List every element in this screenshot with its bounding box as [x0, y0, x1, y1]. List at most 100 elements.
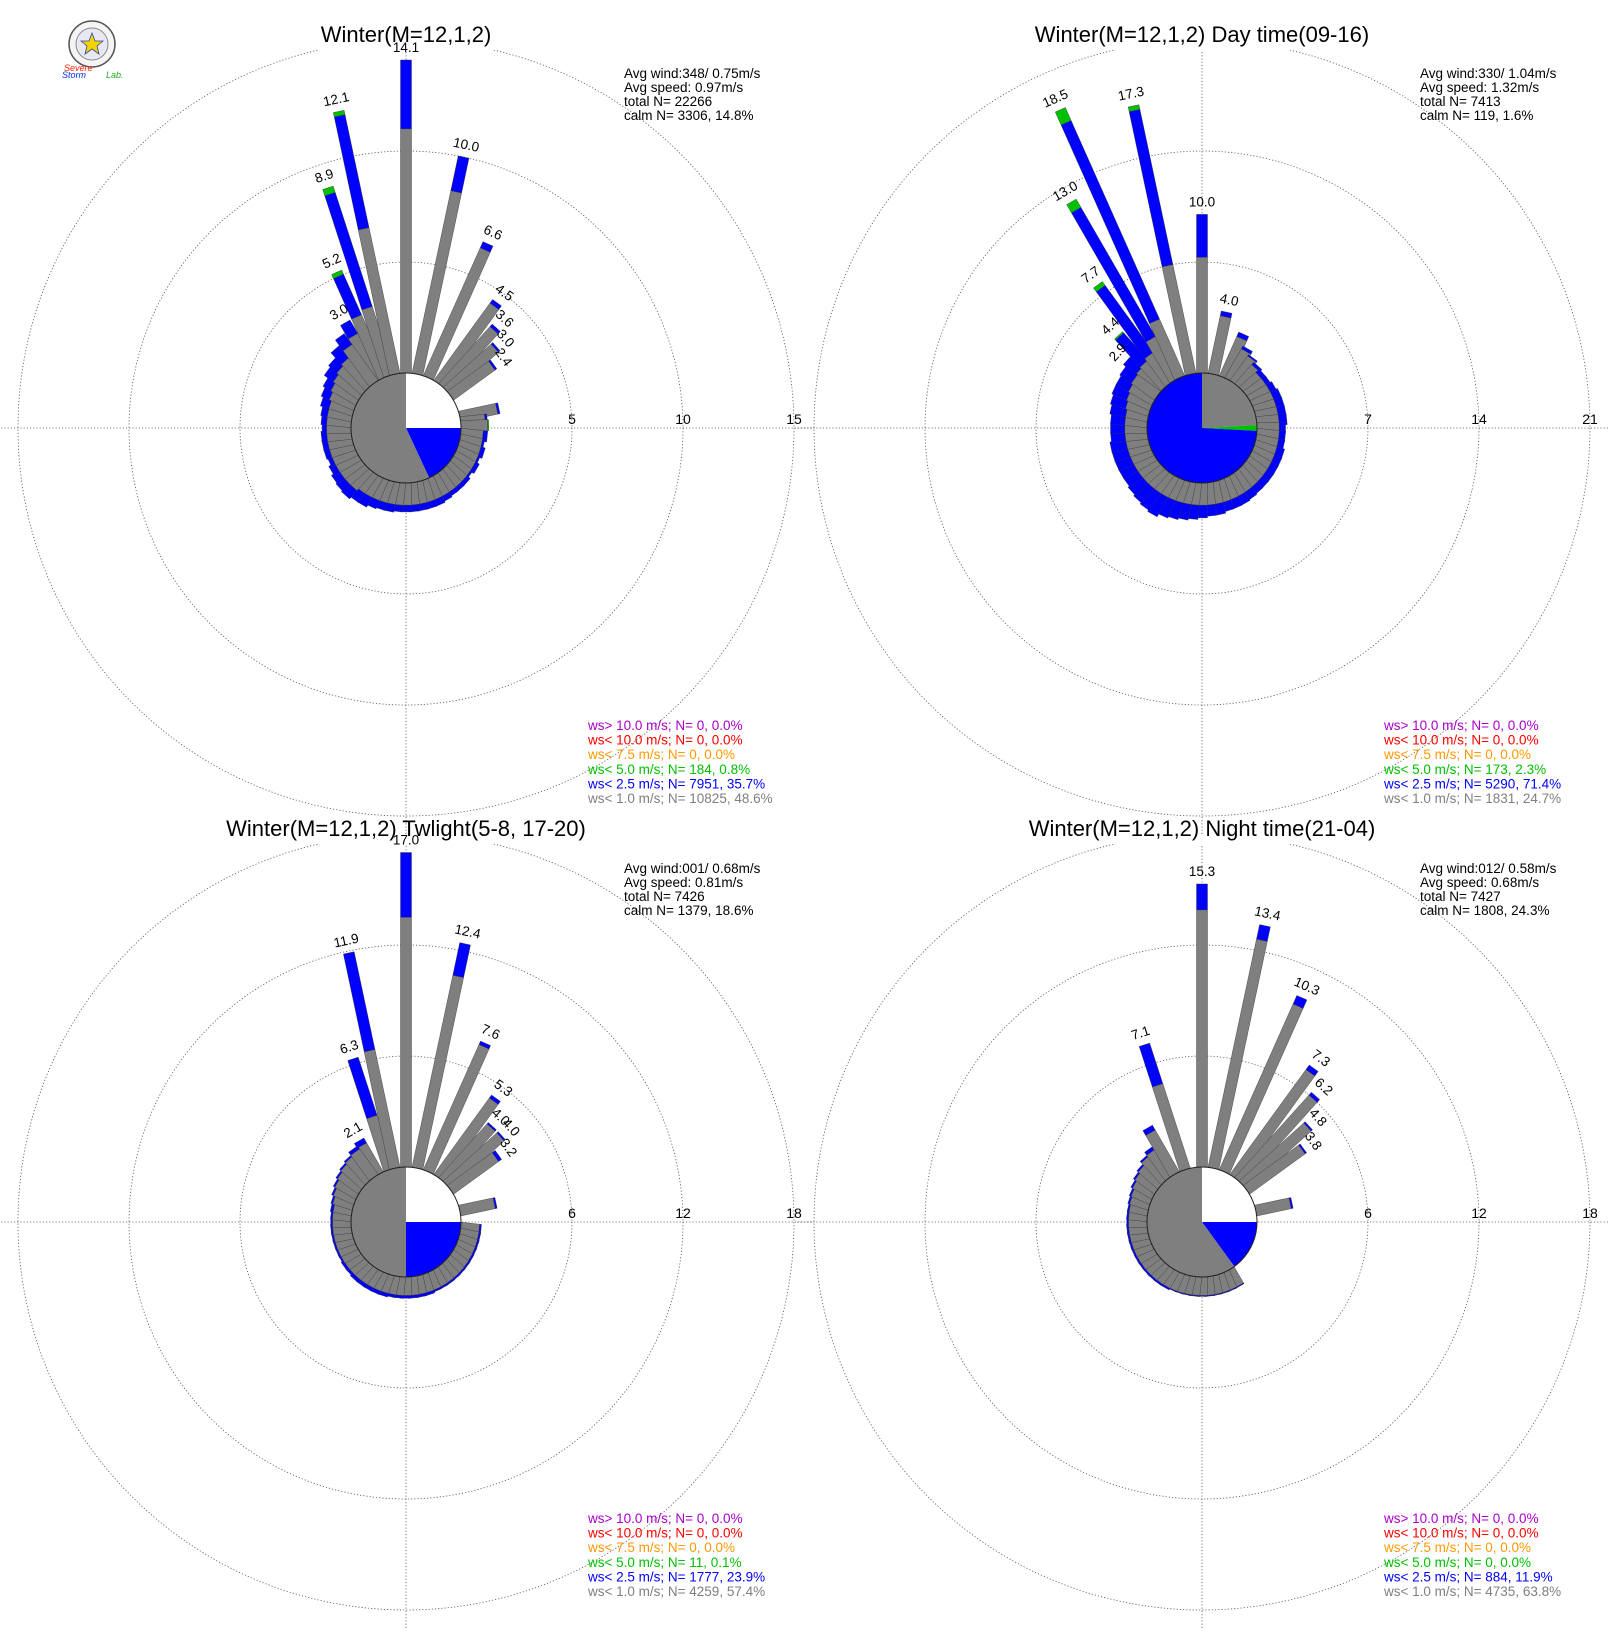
bar-lt2-5-78 — [495, 402, 501, 415]
calm-sector-1 — [406, 373, 461, 428]
stats-line-1: Avg wind:001/ 0.68m/s — [624, 861, 761, 876]
stats-line-3: total N= 7426 — [624, 889, 705, 904]
calm-circle — [350, 372, 462, 484]
bar-lt2-5-78 — [492, 1197, 498, 1209]
bar-lt2-5-36 — [1305, 1064, 1319, 1077]
rose-bars — [1055, 104, 1288, 521]
bar-lt2-5-306 — [1119, 365, 1138, 384]
bar-lt1-0 — [400, 128, 412, 374]
ring-label-2: 12 — [675, 1205, 691, 1221]
bar-value-label: 7.7 — [1079, 263, 1103, 286]
legend-lt10: ws< 10.0 m/s; N= 0, 0.0% — [1383, 1526, 1539, 1541]
legend-gt10: ws> 10.0 m/s; N= 0, 0.0% — [1383, 1511, 1539, 1526]
bar-lt2-5-0 — [400, 852, 412, 918]
bar-lt2-5-348 — [1128, 109, 1174, 268]
legend-lt7-5: ws< 7.5 m/s; N= 0, 0.0% — [587, 1540, 735, 1555]
calm-outline — [350, 1166, 462, 1278]
ring-label-2: 12 — [1471, 1205, 1487, 1221]
bar-value-label: 7.1 — [1129, 1023, 1151, 1043]
bar-lt2-5-0 — [1196, 883, 1208, 911]
bar-lt2-5-24 — [479, 241, 494, 253]
calm-sector-3 — [351, 373, 430, 484]
legend-lt7-5: ws< 7.5 m/s; N= 0, 0.0% — [1383, 747, 1531, 762]
bar-lt2-5-24 — [1292, 995, 1308, 1009]
calm-outline — [1146, 1166, 1258, 1278]
bar-value-label: 11.9 — [332, 931, 360, 951]
stats-line-3: total N= 22266 — [624, 94, 712, 109]
legend-lt7-5: ws< 7.5 m/s; N= 0, 0.0% — [1383, 1540, 1531, 1555]
legend-gt10: ws> 10.0 m/s; N= 0, 0.0% — [587, 718, 743, 733]
logo-text-lab: Lab. — [106, 70, 124, 80]
bar-lt2-5-0 — [1196, 214, 1208, 258]
bar-value-label: 6.3 — [338, 1037, 360, 1057]
bar-lt2-5-348 — [343, 951, 376, 1052]
legend-gt10: ws> 10.0 m/s; N= 0, 0.0% — [587, 1511, 743, 1526]
bar-lt5-342 — [322, 185, 336, 197]
bar-lt2-5-342 — [347, 1056, 378, 1119]
bar-lt2-5-36 — [489, 1094, 501, 1105]
ring-label-3: 18 — [1582, 1205, 1598, 1221]
legend-lt2-5: ws< 2.5 m/s; N= 1777, 23.9% — [587, 1569, 765, 1584]
calm-sector-3 — [351, 1167, 406, 1277]
ring-label-1: 6 — [568, 1205, 576, 1221]
windrose-panel-1: 5 10 153.05.28.912.114.110.06.64.53.63.02.… — [0, 22, 812, 836]
ring-label-3: 15 — [786, 411, 802, 427]
bar-value-label: 6.6 — [481, 222, 504, 243]
calm-circle — [350, 1166, 462, 1278]
calm-sector-2 — [406, 428, 461, 478]
panel-title: Winter(M=12,1,2) Night time(21-04) — [1029, 816, 1376, 841]
stats-line-2: Avg speed: 0.81m/s — [624, 875, 743, 890]
bar-value-label: 6.2 — [1312, 1075, 1336, 1099]
bar-lt5-348 — [333, 110, 346, 118]
bar-lt2-5-54 — [1298, 1143, 1307, 1155]
stats-line-2: Avg speed: 0.97m/s — [624, 80, 743, 95]
ring-label-2: 14 — [1471, 411, 1487, 427]
legend-lt5: ws< 5.0 m/s; N= 184, 0.8% — [587, 762, 750, 777]
bar-lt2-5-30 — [1241, 345, 1253, 355]
grid-ring-3 — [17, 50, 795, 817]
bar-lt2-5-78 — [1288, 1197, 1294, 1209]
windrose-panel-4: 6 12 187.115.313.410.37.36.24.83.8Winter(M… — [796, 816, 1608, 1630]
windrose-panel-3: 6 12 182.16.311.917.012.47.65.34.04.03.2Wi… — [0, 816, 812, 1630]
stats-line-4: calm N= 1808, 24.3% — [1420, 903, 1549, 918]
legend-lt5: ws< 5.0 m/s; N= 11, 0.1% — [587, 1555, 742, 1570]
windrose-panel-2: 7 14 212.94.47.713.018.5 17.310.04.0Winter(… — [796, 22, 1608, 836]
legend-lt10: ws< 10.0 m/s; N= 0, 0.0% — [587, 1526, 743, 1541]
legend-lt2-5: ws< 2.5 m/s; N= 884, 11.9% — [1383, 1569, 1553, 1584]
calm-sector-2 — [1202, 425, 1257, 431]
bar-lt2-5-330 — [340, 319, 359, 340]
bar-lt2-5-42 — [486, 1122, 497, 1132]
panel-title: Winter(M=12,1,2) — [321, 22, 492, 47]
bar-lt2-5-42 — [489, 323, 501, 335]
bar-lt2-5-12 — [1220, 310, 1233, 319]
bar-value-label: 15.3 — [1189, 864, 1215, 879]
ring-label-2: 10 — [675, 411, 691, 427]
stats-line-1: Avg wind:348/ 0.75m/s — [624, 66, 761, 81]
bar-value-label: 10.0 — [1189, 194, 1215, 209]
legend-lt7-5: ws< 7.5 m/s; N= 0, 0.0% — [587, 747, 735, 762]
bar-lt2-5-12 — [452, 942, 471, 978]
bar-lt2-5-12 — [1256, 924, 1271, 942]
legend-lt10: ws< 10.0 m/s; N= 0, 0.0% — [587, 733, 743, 748]
legend-lt1: ws< 1.0 m/s; N= 4259, 57.4% — [587, 1584, 765, 1599]
stats-line-3: total N= 7427 — [1420, 889, 1501, 904]
bar-lt5-330 — [1066, 198, 1082, 214]
bar-value-label: 7.6 — [479, 1021, 502, 1042]
legend-lt1: ws< 1.0 m/s; N= 10825, 48.6% — [587, 791, 773, 806]
stats-line-3: total N= 7413 — [1420, 94, 1501, 109]
bar-lt2-5-342 — [1138, 1042, 1164, 1088]
bar-lt2-5-36 — [1247, 354, 1258, 363]
stats-line-4: calm N= 1379, 18.6% — [624, 903, 753, 918]
logo-text-severe: Severe — [64, 63, 93, 73]
legend-gt10: ws> 10.0 m/s; N= 0, 0.0% — [1383, 718, 1539, 733]
legend-lt10: ws< 10.0 m/s; N= 0, 0.0% — [1383, 733, 1539, 748]
bar-lt1-78 — [458, 1197, 496, 1217]
logo-text-storm: Storm — [62, 70, 87, 80]
bar-lt2-5-42 — [1308, 1091, 1320, 1103]
bar-lt1-0 — [400, 917, 412, 1168]
stats-line-2: Avg speed: 0.68m/s — [1420, 875, 1539, 890]
grid-ring-3 — [813, 50, 1591, 817]
ring-label-3: 21 — [1582, 411, 1598, 427]
